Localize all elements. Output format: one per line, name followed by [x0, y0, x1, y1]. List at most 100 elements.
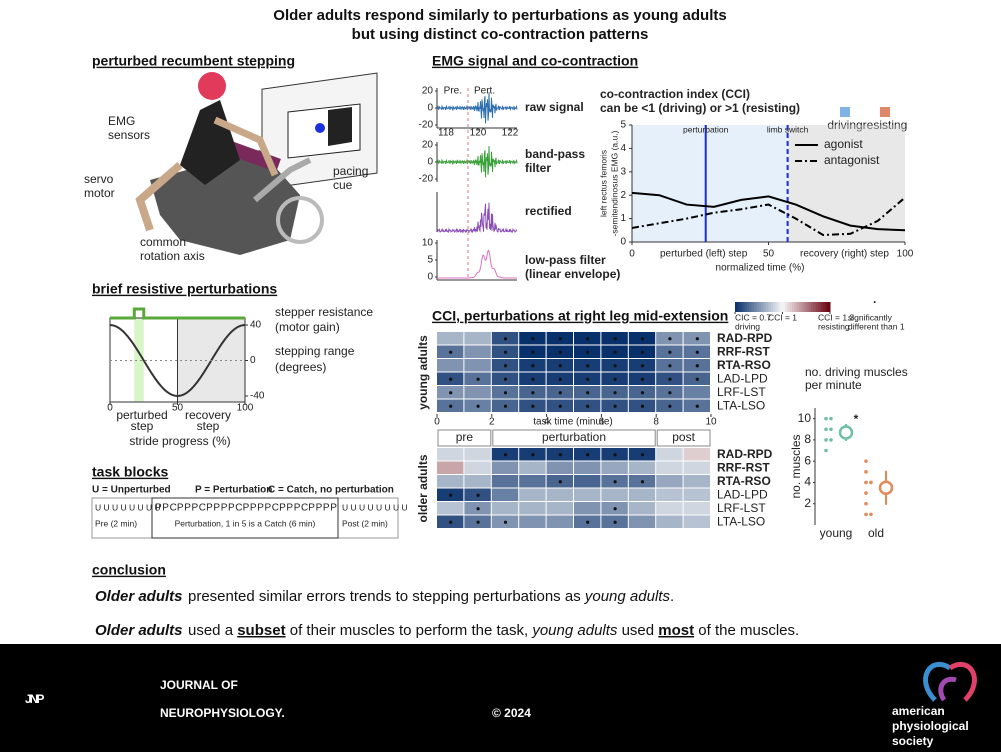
sig-dot: [668, 391, 672, 395]
y-tick-label: 0: [250, 355, 256, 366]
colorbar-step: [787, 302, 791, 312]
heat-cell: [683, 475, 710, 488]
colorbar-step: [794, 302, 798, 312]
sig-dot: [586, 453, 590, 457]
colorbar-step: [765, 302, 769, 312]
stepper-resistance: [110, 307, 245, 320]
sig-dot: [531, 350, 535, 354]
sig-dot: [640, 350, 645, 354]
conclusion-segment: of their muscles to perform the task,: [286, 622, 533, 639]
heat-cell: [656, 461, 683, 474]
point: [824, 448, 828, 453]
sig-dot: [613, 404, 617, 408]
setup-label: common: [140, 235, 186, 249]
sig-dot: [558, 337, 562, 341]
point: [864, 480, 868, 485]
x-tick-label: 100: [237, 403, 254, 414]
section-title: CCI, perturbations at right leg mid-exte…: [432, 308, 728, 324]
y-tick-label: 0: [620, 237, 626, 248]
sig-dot: [695, 377, 699, 381]
sequence-letter: P: [162, 503, 169, 514]
legend-entry: P = Perturbation: [195, 485, 272, 496]
sig-dot: [640, 337, 645, 341]
x-tick-label: 2: [489, 417, 495, 428]
heat-cell: [656, 502, 683, 515]
colorbar-step: [773, 302, 776, 312]
mean-marker: [878, 480, 894, 496]
colorbar-step: [775, 302, 779, 312]
sequence-letter: P: [177, 503, 184, 514]
trace-label: band-pass: [525, 147, 585, 161]
colorbar-step: [789, 302, 793, 312]
phase-label: Post (2 min): [342, 518, 388, 528]
heat-cell: [628, 461, 656, 474]
setup-label: pacing: [333, 164, 368, 178]
colorbar-step: [742, 302, 745, 312]
chart-title: per minute: [805, 378, 862, 392]
block-frame: [91, 497, 399, 539]
step-label: perturbed (left) step: [660, 249, 748, 260]
y-tick-label: 3: [620, 166, 626, 177]
x-tick-label: 4: [544, 417, 550, 428]
step-label: recovery: [185, 408, 231, 422]
heat-cell: [464, 345, 491, 358]
group-label: older adults: [416, 454, 430, 522]
point: [824, 438, 828, 442]
colorbar-label: CCI = 1.3: [818, 312, 854, 322]
sig-dot: [531, 453, 535, 457]
phase-box: [492, 429, 656, 447]
series-line: [631, 191, 906, 232]
mean-marker: [838, 425, 854, 440]
colorbar-step: [763, 302, 767, 312]
colorbar-step: [768, 302, 772, 312]
y-tick-label: 2: [804, 496, 811, 510]
row-label: RAD-RPD: [717, 331, 773, 345]
point: [824, 427, 828, 432]
legend-entry: antagonist: [824, 153, 880, 167]
heat-cell: [546, 515, 573, 528]
y-tick-label: -40: [250, 391, 265, 402]
sig-dot: [449, 520, 453, 524]
y-tick-label: 5: [620, 120, 626, 131]
conclusion-segment: presented similar errors trends to stepp…: [188, 588, 585, 605]
colorbar-step: [777, 302, 781, 312]
sig-dot: [613, 520, 617, 524]
sig-dot: [613, 480, 617, 484]
heat-cell: [683, 502, 710, 515]
legend-entry: agonist: [824, 137, 863, 151]
sig-dot: [449, 350, 453, 354]
sequence-letter: P: [294, 503, 301, 514]
sequence-letter: C: [199, 503, 206, 514]
heat-cell: [656, 488, 683, 501]
legend-entry: driving: [827, 118, 862, 132]
sequence-letter: C: [301, 503, 308, 514]
trace-label: (linear envelope): [525, 267, 620, 281]
sig-dot: [558, 350, 562, 354]
heat-cell: [574, 461, 601, 474]
heat-cell: [628, 488, 656, 501]
journal-name: JOURNAL OF: [160, 678, 238, 692]
sequence-letter: P: [279, 503, 286, 514]
colorbar-step: [749, 302, 753, 312]
step-label: perturbed: [116, 408, 167, 422]
sig-dot: [695, 364, 699, 368]
sig-dot: [558, 453, 562, 457]
sig-dot: [613, 350, 617, 354]
sig-dot: [503, 404, 508, 408]
resistance-label: stepper resistance: [275, 305, 373, 319]
colorbar-step: [792, 302, 795, 312]
sequence-letter: C: [235, 503, 242, 514]
y-tick-label: 6: [804, 453, 811, 467]
sig-dot: [503, 520, 508, 524]
heat-cell: [437, 448, 464, 461]
emg-trace: [436, 146, 518, 178]
sig-dot: [503, 377, 508, 381]
setup-label: EMG: [108, 114, 135, 128]
phase-label: perturbation: [542, 430, 606, 444]
legend-entry: U = Unperturbed: [92, 485, 171, 496]
sig-dot: [695, 350, 699, 354]
colorbar-step: [744, 302, 748, 312]
colorbar-step: [754, 302, 757, 312]
perturbation-window: [134, 318, 144, 402]
phase-label: Pre (2 min): [95, 518, 137, 528]
